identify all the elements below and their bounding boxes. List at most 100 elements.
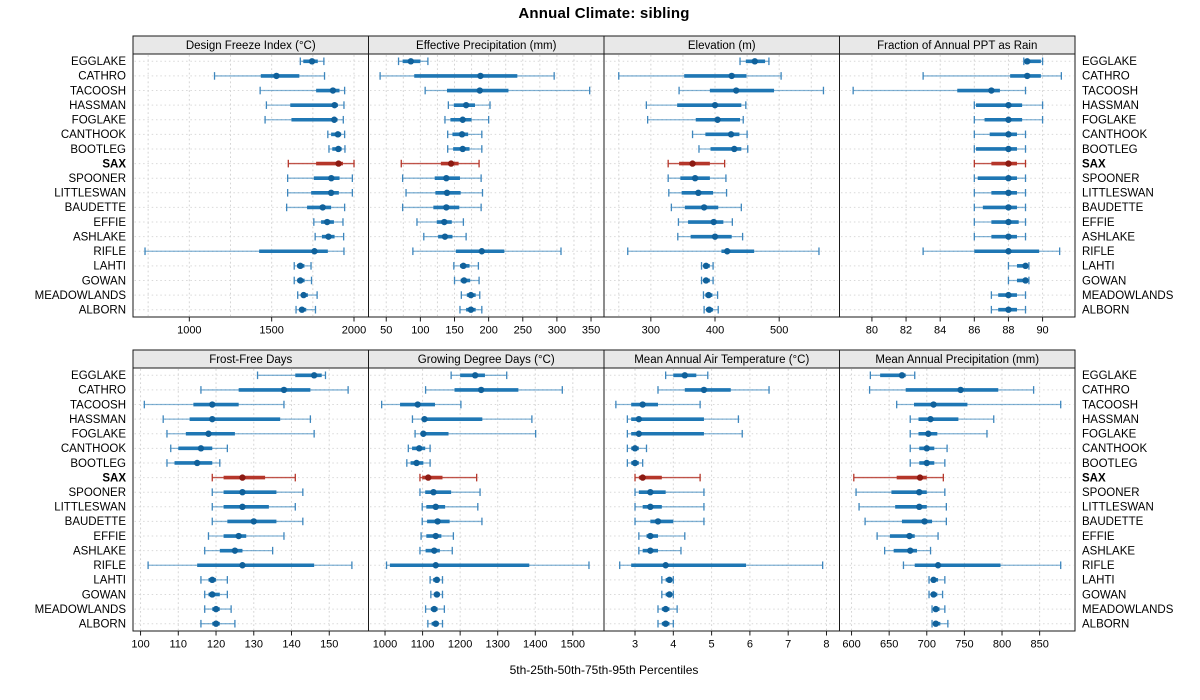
station-label-left: LITTLESWAN: [54, 188, 126, 200]
median-dot: [432, 620, 439, 627]
median-dot: [1005, 145, 1012, 153]
median-dot: [250, 518, 257, 525]
station-label-right: EFFIE: [1082, 217, 1115, 229]
median-dot: [925, 430, 932, 437]
strip-title: Mean Annual Air Temperature (°C): [634, 354, 809, 366]
station-label-left: SAX: [102, 158, 126, 170]
median-dot: [331, 116, 338, 123]
median-dot: [1024, 58, 1031, 65]
median-dot: [916, 474, 924, 481]
x-tick-label: 6: [747, 639, 753, 651]
x-tick-label: 2000: [342, 325, 366, 337]
station-label-left: FOGLAKE: [72, 429, 127, 441]
median-dot: [416, 445, 423, 452]
x-tick-label: 800: [993, 639, 1011, 651]
station-label-right: ALBORN: [1082, 618, 1129, 630]
station-label-right: MEADOWLANDS: [1082, 290, 1174, 302]
station-label-left: EFFIE: [93, 217, 126, 229]
station-label-left: LAHTI: [93, 261, 126, 273]
x-tick-label: 700: [918, 639, 936, 651]
median-dot: [297, 262, 304, 270]
median-dot: [443, 189, 451, 197]
median-dot: [662, 620, 669, 627]
median-dot: [1005, 218, 1012, 226]
x-tick-label: 8: [823, 639, 829, 651]
median-dot: [930, 401, 937, 408]
median-dot: [727, 131, 735, 138]
station-label-left: RIFLE: [93, 560, 126, 572]
x-tick-label: 130: [245, 639, 263, 651]
station-label-right: MEADOWLANDS: [1082, 604, 1174, 616]
x-tick-label: 120: [207, 639, 225, 651]
station-label-right: FOGLAKE: [1082, 429, 1137, 441]
panel-box: [368, 53, 605, 318]
station-label-left: FOGLAKE: [72, 115, 127, 127]
median-dot: [1005, 189, 1012, 197]
median-dot: [907, 547, 914, 554]
station-label-right: BOOTLEG: [1082, 458, 1138, 470]
median-dot: [1005, 306, 1012, 313]
x-tick-label: 84: [934, 325, 946, 337]
median-dot: [700, 204, 708, 211]
panel-box: [839, 367, 1076, 632]
x-tick-label: 650: [880, 639, 898, 651]
panel-box: [132, 367, 369, 632]
median-dot: [193, 459, 201, 467]
median-dot: [631, 459, 639, 467]
station-label-right: HASSMAN: [1082, 100, 1139, 112]
x-tick-label: 1500: [561, 639, 585, 651]
station-label-right: LAHTI: [1082, 575, 1115, 587]
station-label-left: CANTHOOK: [61, 129, 127, 141]
station-label-right: ALBORN: [1082, 304, 1129, 316]
median-dot: [235, 532, 242, 540]
median-dot: [710, 218, 717, 226]
median-dot: [689, 160, 696, 167]
panel-box: [603, 53, 840, 318]
median-dot: [308, 58, 316, 65]
station-label-left: EGGLAKE: [71, 370, 126, 382]
median-dot: [898, 372, 906, 379]
median-dot: [310, 372, 318, 379]
median-dot: [434, 518, 441, 525]
median-dot: [329, 87, 337, 94]
median-dot: [927, 415, 934, 423]
station-label-right: LITTLESWAN: [1082, 188, 1154, 200]
median-dot: [916, 488, 923, 496]
x-tick-label: 3: [632, 639, 638, 651]
median-dot: [280, 386, 288, 394]
x-tick-label: 200: [479, 325, 497, 337]
median-dot: [458, 131, 466, 138]
station-label-left: SAX: [102, 472, 126, 484]
station-label-right: RIFLE: [1082, 560, 1115, 572]
x-tick-label: 86: [968, 325, 980, 337]
median-dot: [700, 386, 708, 394]
station-label-right: TACOOSH: [1082, 85, 1138, 97]
station-label-right: EGGLAKE: [1082, 370, 1137, 382]
x-tick-label: 7: [785, 639, 791, 651]
station-label-right: LITTLESWAN: [1082, 502, 1154, 514]
station-label-left: SPOONER: [68, 487, 126, 499]
median-dot: [635, 415, 643, 423]
station-label-right: EGGLAKE: [1082, 56, 1137, 68]
median-dot: [328, 174, 335, 182]
station-label-right: FOGLAKE: [1082, 115, 1137, 127]
station-label-left: BOOTLEG: [70, 144, 126, 156]
median-dot: [334, 131, 342, 138]
median-dot: [331, 101, 338, 109]
station-label-left: MEADOWLANDS: [35, 604, 127, 616]
x-tick-label: 1300: [485, 639, 509, 651]
median-dot: [639, 401, 646, 408]
median-dot: [239, 562, 246, 569]
median-dot: [724, 248, 731, 255]
panel-box: [603, 367, 840, 632]
median-dot: [1005, 204, 1012, 211]
median-dot: [431, 605, 438, 613]
median-dot: [662, 562, 669, 569]
strip-title: Design Freeze Index (°C): [186, 40, 316, 52]
median-dot: [325, 233, 332, 240]
median-dot: [443, 204, 450, 211]
median-dot: [702, 262, 710, 270]
x-tick-label: 5: [709, 639, 715, 651]
x-tick-label: 82: [900, 325, 912, 337]
